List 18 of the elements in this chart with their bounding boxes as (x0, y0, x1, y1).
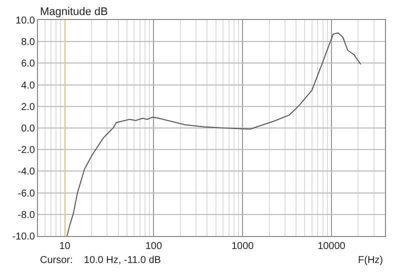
y-tick-label: 0.0 (21, 124, 36, 134)
y-tick-label: 10.0 (16, 16, 36, 26)
y-tick-label: -10.0 (12, 232, 36, 242)
y-tick-label: 8.0 (21, 37, 36, 48)
y-tick-label: 4.0 (21, 80, 36, 92)
x-tick-label: 10 (59, 241, 71, 252)
x-tick-label: 1000 (231, 241, 254, 252)
y-tick-label: -2.0 (18, 145, 36, 156)
y-axis-title: Magnitude dB (40, 6, 108, 18)
y-tick-label: -4.0 (18, 166, 36, 178)
text: Cursor: 10.0 Hz, -11.0 dB (40, 255, 162, 266)
y-tick-label: 6.0 (21, 58, 36, 70)
x-axis-title: F(Hz) (358, 255, 383, 266)
y-tick-label: -6.0 (18, 188, 36, 200)
y-tick-label: 2.0 (21, 102, 36, 113)
y-tick-label: -8.0 (18, 210, 36, 221)
x-tick-label: 10000 (318, 241, 346, 252)
x-tick-label: 100 (145, 241, 162, 252)
